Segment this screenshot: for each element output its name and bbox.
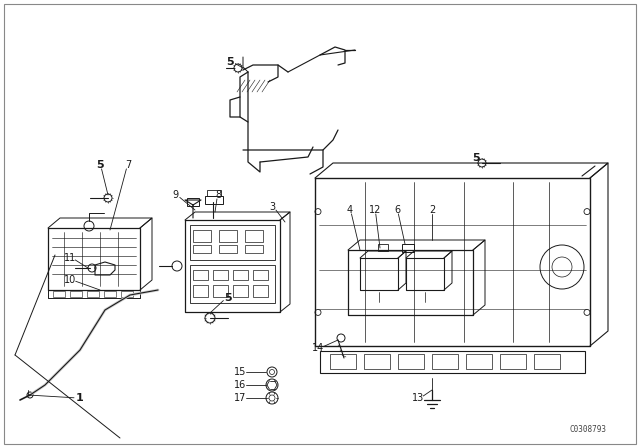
- Bar: [245, 230, 263, 242]
- Text: 5: 5: [472, 153, 480, 163]
- Bar: [330, 354, 356, 369]
- Text: 5: 5: [226, 57, 234, 67]
- Bar: [193, 230, 211, 242]
- Bar: [213, 285, 228, 297]
- Bar: [207, 190, 221, 196]
- Text: 9: 9: [172, 190, 178, 200]
- Text: 13: 13: [412, 393, 424, 403]
- Bar: [253, 285, 268, 297]
- Bar: [402, 244, 414, 252]
- Bar: [378, 244, 388, 251]
- Text: 14: 14: [312, 343, 324, 353]
- Bar: [219, 245, 237, 253]
- Text: C0308793: C0308793: [570, 426, 607, 435]
- Text: 8: 8: [215, 190, 221, 200]
- Bar: [53, 291, 65, 297]
- Bar: [193, 270, 208, 280]
- Bar: [187, 198, 199, 206]
- Bar: [70, 291, 82, 297]
- Text: 7: 7: [125, 160, 131, 170]
- Bar: [233, 285, 248, 297]
- Text: 17: 17: [234, 393, 246, 403]
- Bar: [190, 225, 275, 260]
- Bar: [534, 354, 560, 369]
- Bar: [104, 291, 116, 297]
- Text: 3: 3: [269, 202, 275, 212]
- Text: 5: 5: [224, 293, 232, 303]
- Text: 16: 16: [234, 380, 246, 390]
- Bar: [233, 270, 248, 280]
- Bar: [500, 354, 526, 369]
- Text: 4: 4: [347, 205, 353, 215]
- Bar: [432, 354, 458, 369]
- Bar: [121, 291, 133, 297]
- Bar: [213, 270, 228, 280]
- Bar: [320, 351, 585, 373]
- Text: 2: 2: [429, 205, 435, 215]
- Bar: [193, 285, 208, 297]
- Text: 5: 5: [96, 160, 104, 170]
- Bar: [87, 291, 99, 297]
- Bar: [193, 245, 211, 253]
- Text: 12: 12: [369, 205, 381, 215]
- Text: 10: 10: [64, 275, 76, 285]
- Bar: [364, 354, 390, 369]
- Bar: [466, 354, 492, 369]
- Bar: [245, 245, 263, 253]
- Text: 15: 15: [234, 367, 246, 377]
- Bar: [219, 230, 237, 242]
- Text: 6: 6: [394, 205, 400, 215]
- Bar: [398, 354, 424, 369]
- Bar: [190, 265, 275, 303]
- Bar: [253, 270, 268, 280]
- Text: 1: 1: [76, 393, 84, 403]
- Text: 11: 11: [64, 253, 76, 263]
- Bar: [205, 196, 223, 204]
